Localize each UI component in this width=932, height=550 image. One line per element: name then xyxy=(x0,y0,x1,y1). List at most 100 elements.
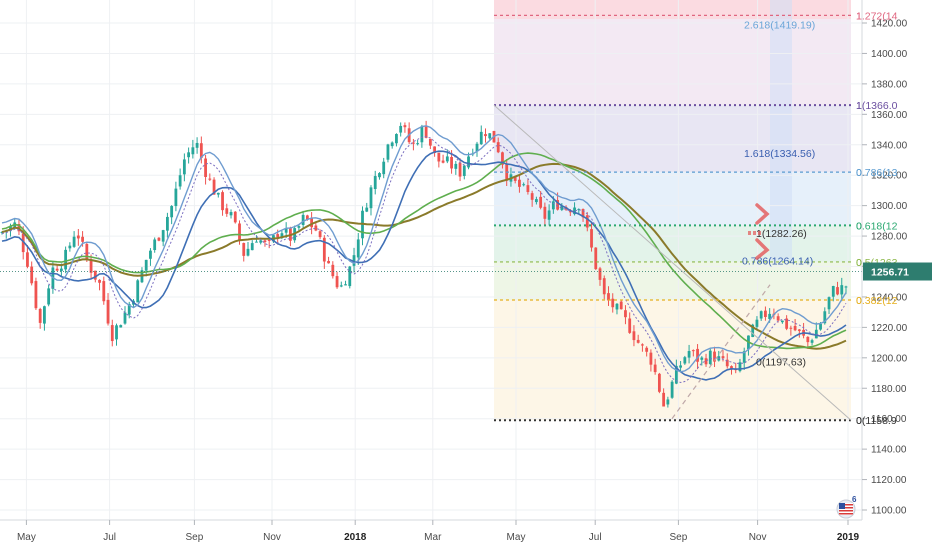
candle-body xyxy=(149,250,152,259)
candle-body xyxy=(645,347,649,352)
last-price-badge: 1256.71 xyxy=(863,262,932,281)
candle-body xyxy=(819,323,822,330)
candle-down xyxy=(314,222,318,232)
y-axis[interactable]: 1420.00 1400.00 1380.00 1360.00 1340.00 1320.… xyxy=(853,0,932,520)
candle-up xyxy=(827,296,831,315)
candle-up xyxy=(687,344,691,364)
candle-body xyxy=(424,126,428,138)
fib-zone xyxy=(494,172,851,226)
y-tick-label: 1400.00 xyxy=(871,49,908,60)
flag-icon-count: 6 xyxy=(852,495,857,504)
y-tick-label: 1100.00 xyxy=(871,506,907,517)
candle-up xyxy=(339,281,343,288)
x-tick-label: Nov xyxy=(263,532,281,543)
candle-down xyxy=(204,154,207,185)
candle-body xyxy=(840,285,844,295)
candle-up xyxy=(462,164,466,180)
candle-down xyxy=(632,325,636,347)
candle-down xyxy=(641,343,644,352)
candle-up xyxy=(369,185,373,216)
candle-down xyxy=(199,136,203,164)
candle-body xyxy=(305,215,309,220)
candle-body xyxy=(590,229,593,248)
candle-body xyxy=(653,364,657,373)
candle-body xyxy=(26,252,29,267)
candle-body xyxy=(657,373,661,392)
candle-body xyxy=(433,146,437,153)
x-tick-label: Mar xyxy=(424,532,442,543)
candle-up xyxy=(479,125,483,145)
candle-body xyxy=(441,160,445,163)
candle-body xyxy=(64,249,68,270)
candle-body xyxy=(641,344,644,346)
candle-down xyxy=(26,245,29,269)
candle-down xyxy=(598,266,602,286)
candle-body xyxy=(199,143,203,158)
candle-up xyxy=(123,306,127,325)
candle-body xyxy=(751,324,755,338)
candle-body xyxy=(683,357,687,364)
candle-down xyxy=(221,190,224,216)
candle-body xyxy=(831,285,835,297)
candle-body xyxy=(484,134,487,137)
candle-body xyxy=(619,301,623,310)
candle-down xyxy=(836,281,839,296)
candle-body xyxy=(789,327,793,329)
candle-body xyxy=(267,239,271,241)
candle-up xyxy=(182,153,186,182)
candle-body xyxy=(534,199,538,203)
candle-body xyxy=(390,142,394,147)
fib-projection-label: 1(1282.26) xyxy=(756,228,807,240)
candle-down xyxy=(157,237,161,242)
candle-body xyxy=(339,285,343,287)
candle-up xyxy=(115,323,118,346)
diagonal-line xyxy=(493,104,852,421)
candle-up xyxy=(759,310,763,321)
candle-body xyxy=(178,175,182,187)
fib-axis-label: 0(1158.9 xyxy=(856,415,897,427)
flag-icon-stripe xyxy=(839,513,853,515)
candle-up xyxy=(708,348,712,366)
candle-body xyxy=(624,310,627,318)
candle-body xyxy=(467,156,470,168)
candle-down xyxy=(704,353,708,367)
candle-body xyxy=(628,318,632,333)
candle-up xyxy=(780,320,784,324)
candle-body xyxy=(263,240,267,242)
candle-body xyxy=(420,126,424,143)
candle-body xyxy=(212,179,216,195)
x-tick-label: 2018 xyxy=(344,532,367,543)
candle-up xyxy=(577,208,581,214)
candle-up xyxy=(738,358,742,373)
candle-body xyxy=(679,365,682,368)
candle-down xyxy=(110,319,114,347)
y-tick-label: 1300.00 xyxy=(871,201,908,212)
candle-body xyxy=(454,163,458,169)
candle-down xyxy=(713,346,716,368)
y-tick-label: 1340.00 xyxy=(871,140,908,151)
candle-body xyxy=(335,276,339,288)
candle-down xyxy=(645,346,649,357)
candle-body xyxy=(844,286,848,288)
candle-body xyxy=(607,293,610,301)
candle-body xyxy=(119,325,123,328)
candle-up xyxy=(64,246,68,274)
candle-down xyxy=(34,277,38,310)
candle-up xyxy=(674,359,678,385)
candle-down xyxy=(543,202,547,226)
candle-body xyxy=(581,209,585,218)
fib-zone xyxy=(494,261,851,300)
candle-body xyxy=(598,268,602,280)
candle-body xyxy=(233,211,237,223)
candle-body xyxy=(250,243,254,251)
x-axis[interactable]: May Jul Sep Nov 2018 Mar May Jul Sep Nov 2019 xyxy=(0,519,932,550)
candle-up xyxy=(547,204,551,226)
candlestick-series xyxy=(0,120,848,408)
candle-body xyxy=(127,303,131,315)
candle-body xyxy=(411,142,415,144)
candle-down xyxy=(102,276,106,305)
candle-up xyxy=(390,141,394,149)
candle-body xyxy=(764,310,767,318)
candle-body xyxy=(327,260,330,264)
